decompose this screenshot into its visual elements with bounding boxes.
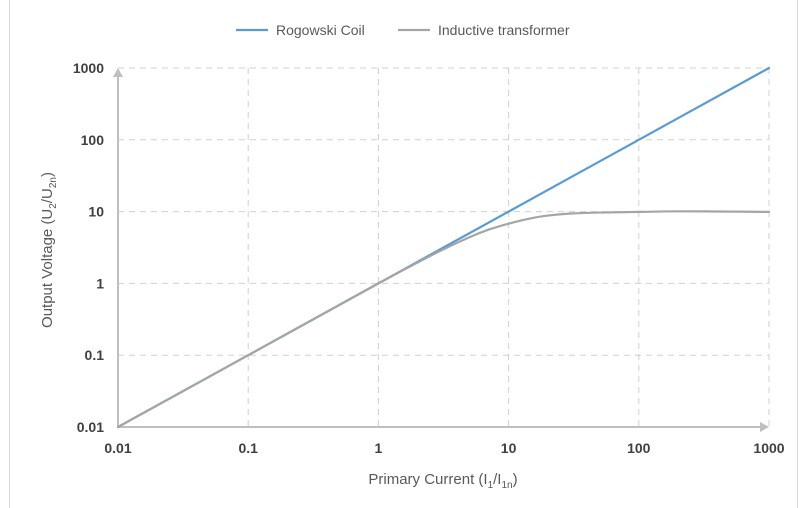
x-axis-title: Primary Current (I1/I1n) <box>368 471 517 491</box>
tick-labels: 0.01 0.1 1 10 100 1000 0.01 0.1 1 10 100 1000 <box>73 60 785 456</box>
x-axis-arrow <box>760 422 769 432</box>
y-tick-label: 10 <box>88 204 104 220</box>
y-tick-label: 0.1 <box>85 347 105 363</box>
y-tick-label: 100 <box>81 132 105 148</box>
x-tick-label: 1 <box>375 440 383 456</box>
x-tick-label: 1000 <box>753 440 784 456</box>
series-layer <box>116 66 771 429</box>
y-tick-label: 1000 <box>73 60 104 76</box>
y-axis-title: Output Voltage (U2/U2n) <box>39 172 59 328</box>
legend-item-rogowski-coil: Rogowski Coil <box>236 22 365 38</box>
x-tick-label: 0.01 <box>104 440 131 456</box>
y-tick-label: 0.01 <box>77 419 104 435</box>
axes <box>113 68 769 432</box>
x-tick-label: 100 <box>627 440 651 456</box>
x-tick-label: 0.1 <box>238 440 258 456</box>
legend-item-inductive-transformer: Inductive transformer <box>398 22 570 38</box>
series-inductive-transformer <box>116 210 771 429</box>
y-tick-label: 1 <box>96 275 104 291</box>
legend-label: Inductive transformer <box>438 22 570 38</box>
legend-label: Rogowski Coil <box>276 22 365 38</box>
x-tick-label: 10 <box>501 440 517 456</box>
legend: Rogowski Coil Inductive transformer <box>236 22 570 38</box>
y-axis-arrow <box>113 68 123 77</box>
